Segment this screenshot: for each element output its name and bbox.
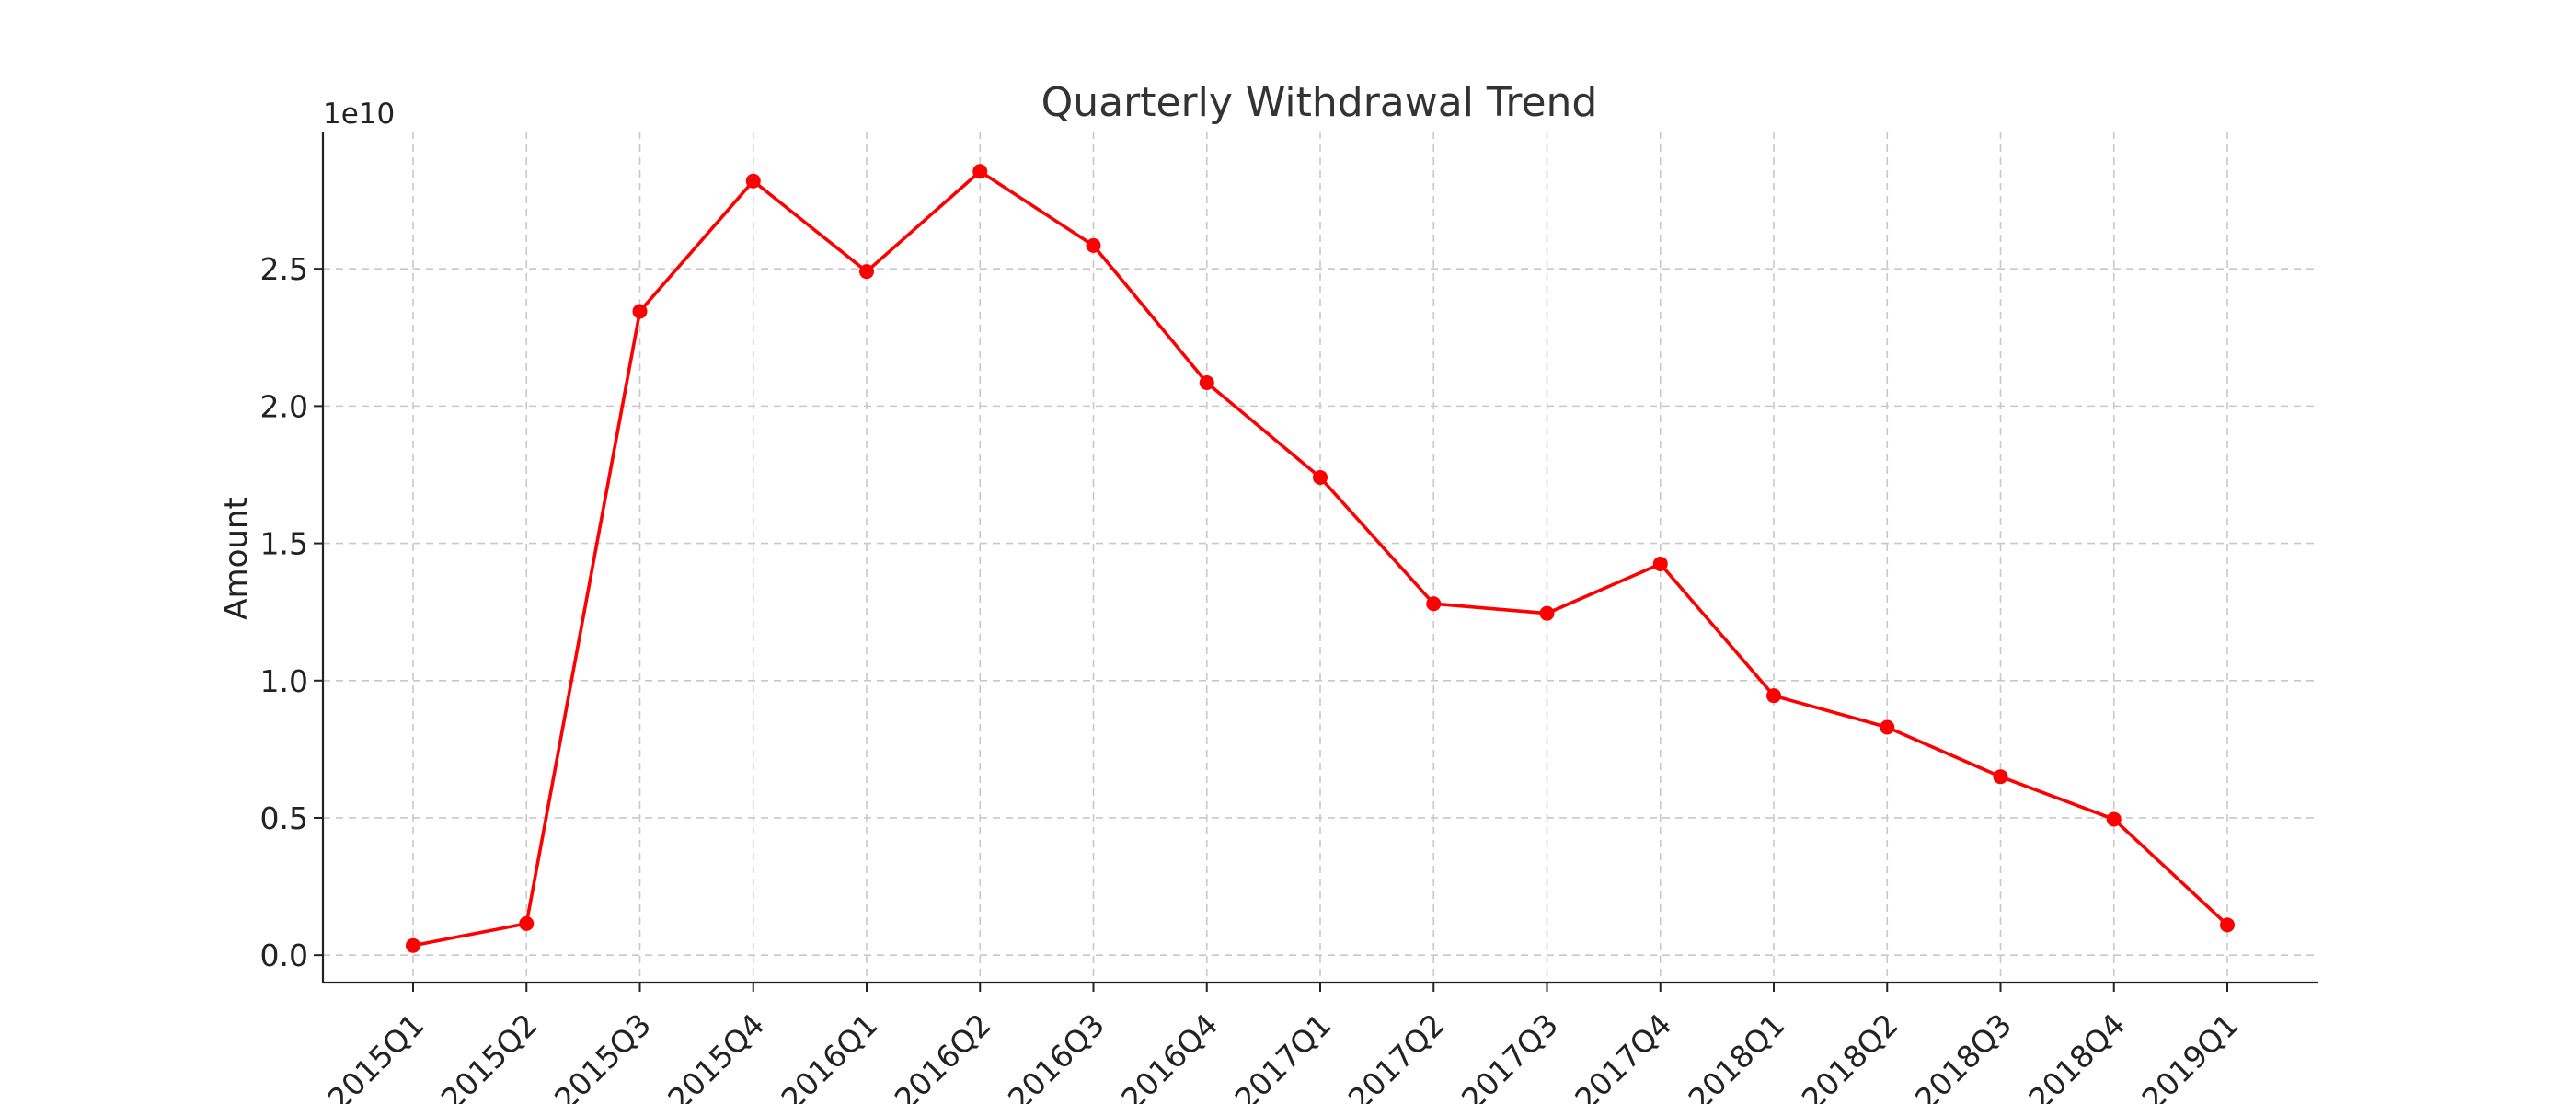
x-tick-label: 2016Q1 [774, 1006, 884, 1104]
x-tick-label: 2015Q4 [661, 1006, 771, 1104]
x-tick-label: 2016Q2 [888, 1006, 998, 1104]
x-tick-label: 2015Q3 [547, 1006, 658, 1104]
x-tick-label: 2018Q2 [1795, 1006, 1905, 1104]
data-point [1086, 237, 1101, 253]
x-tick-label: 2016Q4 [1114, 1006, 1225, 1104]
x-tick-label: 2017Q3 [1455, 1006, 1565, 1104]
y-tick-label: 2.5 [260, 251, 308, 287]
x-tick-label: 2015Q1 [320, 1006, 431, 1104]
y-axis-offset-label: 1e10 [323, 98, 395, 131]
data-point [745, 173, 761, 189]
y-tick-label: 0.5 [260, 800, 308, 836]
ticks-layer: 0.0 0.5 1.0 1.5 2.0 2.5 2015Q1 2015Q2 2015Q3 2015… [260, 251, 2246, 1104]
x-tick-label: 2017Q4 [1568, 1006, 1678, 1104]
data-point [1880, 719, 1895, 735]
data-point [1426, 596, 1442, 612]
chart-title: Quarterly Withdrawal Trend [1041, 79, 1598, 126]
data-point [632, 304, 648, 319]
data-point [1993, 769, 2008, 785]
data-point [972, 164, 988, 179]
x-tick-label: 2018Q4 [2021, 1006, 2132, 1104]
x-tick-label: 2019Q1 [2134, 1006, 2245, 1104]
data-point [406, 937, 420, 953]
series-layer [406, 164, 2235, 953]
x-tick-label: 2017Q1 [1227, 1006, 1338, 1104]
x-tick-label: 2018Q1 [1681, 1006, 1791, 1104]
data-point [1766, 688, 1781, 704]
data-point [519, 915, 535, 931]
data-point [1652, 556, 1668, 571]
data-point [2106, 811, 2122, 827]
data-point [2220, 917, 2235, 933]
x-tick-label: 2017Q2 [1341, 1006, 1452, 1104]
data-point [859, 264, 874, 280]
y-axis-label: Amount [218, 497, 255, 620]
data-point [1313, 469, 1328, 485]
y-tick-label: 1.0 [260, 663, 308, 699]
x-tick-label: 2016Q3 [1001, 1006, 1111, 1104]
data-point [1199, 375, 1214, 391]
grid-layer [323, 132, 2318, 983]
y-tick-label: 2.0 [260, 388, 308, 424]
x-tick-label: 2015Q2 [434, 1006, 545, 1104]
data-point [1539, 605, 1555, 621]
x-tick-label: 2018Q3 [1908, 1006, 2018, 1104]
y-tick-label: 0.0 [260, 937, 308, 973]
y-tick-label: 1.5 [260, 526, 308, 562]
